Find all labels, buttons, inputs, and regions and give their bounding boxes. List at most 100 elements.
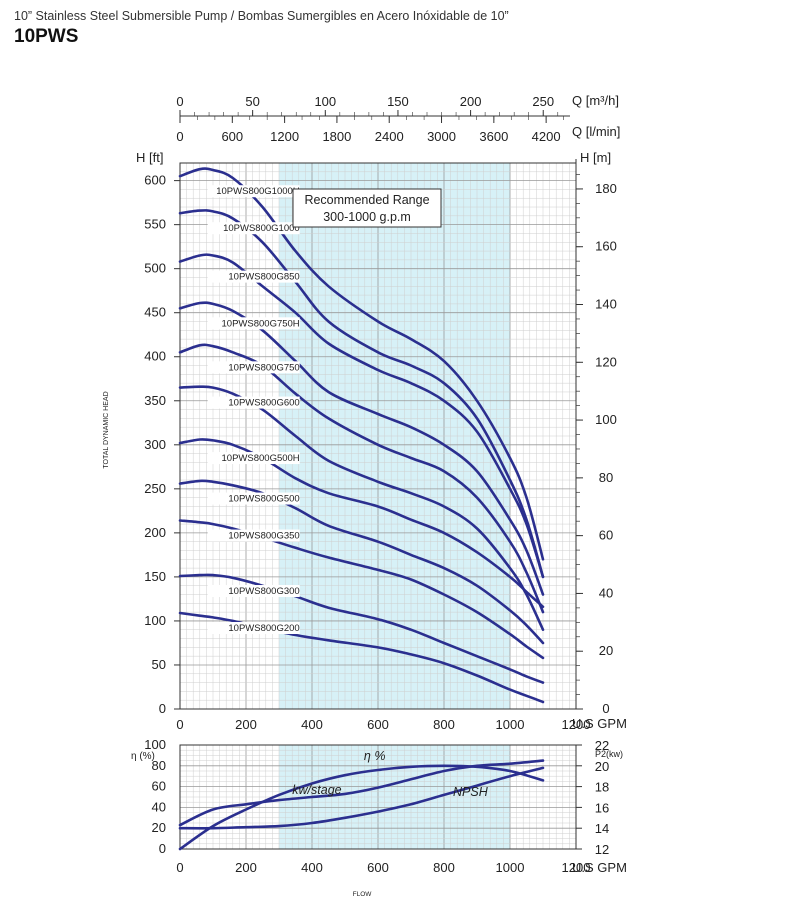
y-tick-label: 200 (144, 525, 166, 540)
top-axis-2-tick-label: 600 (221, 129, 243, 144)
model-name: 10PWS (14, 26, 79, 47)
x-tick-label: 800 (433, 717, 455, 732)
top-axis-2-tick-label: 4200 (532, 129, 561, 144)
eff-x-tick-label: 200 (235, 860, 257, 875)
eff-y2-tick-label: 16 (595, 800, 609, 815)
curve-10pws800g200 (178, 611, 545, 704)
page-title: 10” Stainless Steel Submersible Pump / B… (14, 9, 509, 23)
eff-plot-frame (179, 744, 577, 850)
x-tick-label: 0 (176, 717, 183, 732)
eff-y2-tick-label: 22 (595, 738, 609, 753)
curve-label: 10PWS800G350 (228, 531, 299, 542)
recommended-range-label: Recommended Range (304, 193, 429, 207)
eff-x-tick-label: 0 (176, 860, 183, 875)
curve-label: 10PWS800G200 (228, 623, 299, 634)
top-axis-lmin: 0 600 1200 1800 2400 3000 3600 4200 (176, 116, 564, 144)
eff-curve (178, 764, 545, 851)
top-axis-2-label: Q [l/min] (572, 124, 620, 139)
x-tick-label: 200 (235, 717, 257, 732)
y2-tick-label: 100 (595, 412, 617, 427)
y-tick-label: 100 (144, 613, 166, 628)
y-axis-left-unit: H [ft] (136, 150, 163, 165)
top-axis-1-tick-label: 250 (532, 94, 554, 109)
curve-label: 10PWS800G500 (228, 494, 299, 505)
y2-tick-label: 120 (595, 354, 617, 369)
x-tick-label: 1200 (562, 717, 591, 732)
curve-10pws800g350 (178, 519, 545, 660)
eff-y2-tick-label: 12 (595, 842, 609, 857)
top-axis-2-tick-label: 1200 (270, 129, 299, 144)
eff-x-tick-label: 600 (367, 860, 389, 875)
curve-10pws800g300 (178, 573, 545, 684)
x-tick-label: 400 (301, 717, 323, 732)
curve-label-backdrop (207, 452, 300, 465)
y-tick-label: 300 (144, 437, 166, 452)
y-tick-label: 350 (144, 393, 166, 408)
curve-10pws800g1000h (178, 167, 545, 561)
y2-tick-label: 60 (599, 528, 613, 543)
top-axis-1-tick-label: 50 (245, 94, 259, 109)
curve-label-backdrop (207, 396, 300, 409)
curve-label: 10PWS800G500H (222, 453, 300, 464)
top-axis-2-tick-label: 3600 (479, 129, 508, 144)
eff-y-tick-label: 0 (159, 841, 166, 856)
y2-tick-label: 160 (595, 239, 617, 254)
y-tick-label: 0 (159, 701, 166, 716)
top-axis-m3h: 0 50 100 150 200 250 (176, 94, 570, 117)
y-axis-right-unit: H [m] (580, 150, 611, 165)
curve-label-backdrop (207, 185, 300, 198)
top-axis-2-tick-label: 0 (176, 129, 183, 144)
y2-tick-label: 180 (595, 181, 617, 196)
top-axis-1-tick-label: 150 (387, 94, 409, 109)
top-axis-1-tick-label: 200 (460, 94, 482, 109)
eff-y-tick-label: 80 (152, 758, 166, 773)
y2-tick-label: 40 (599, 585, 613, 600)
y-axis-title: TOTAL DYNAMIC HEAD (103, 391, 110, 468)
curve-label: 10PWS800G600 (228, 398, 299, 409)
x-axis-title: FLOW (353, 891, 373, 898)
curve-10pws800g600 (178, 385, 545, 631)
curve-label-backdrop (207, 270, 300, 283)
top-axis-1-tick-label: 100 (314, 94, 336, 109)
eff-curve (178, 759, 545, 827)
curve-10pws800g500h (178, 438, 545, 609)
eff-x-tick-label: 800 (433, 860, 455, 875)
x-unit-label-main: U.S GPM (572, 716, 627, 731)
y-tick-label: 550 (144, 217, 166, 232)
eff-x-tick-label: 1200 (562, 860, 591, 875)
y-tick-label: 600 (144, 173, 166, 188)
curve-10pws800g500 (178, 479, 545, 645)
eff-right-axis-label: P2(kw) (595, 749, 623, 759)
curve-label: 10PWS800G750 (228, 362, 299, 373)
curve-label-backdrop (207, 222, 300, 235)
curve-label-backdrop (207, 317, 300, 330)
curve-label: 10PWS800G850 (228, 272, 299, 283)
x-unit-label-eff: U.S GPM (572, 860, 627, 875)
y2-tick-label: 0 (602, 701, 609, 716)
curve-label-backdrop (207, 529, 300, 542)
y-tick-label: 400 (144, 349, 166, 364)
eff-y-tick-label: 20 (152, 820, 166, 835)
curve-10pws800g750h (178, 301, 545, 596)
efficiency-chart: 0 20 40 60 80 100 12 14 16 18 20 22 0 200 400 600 800 100… (144, 737, 609, 875)
eff-y2-tick-label: 14 (595, 821, 609, 836)
head-chart: 0501001502002503003504004505005506000204… (144, 159, 617, 732)
curve-label: 10PWS800G300 (228, 586, 299, 597)
eff-curve-label: NPSH (453, 785, 489, 799)
eff-y2-tick-label: 18 (595, 780, 609, 795)
eff-y-tick-label: 40 (152, 799, 166, 814)
curve-10pws800g750 (178, 343, 545, 614)
recommended-range-value: 300-1000 g.p.m (323, 210, 411, 224)
top-axis-1-label: Q [m³/h] (572, 93, 619, 108)
eff-curve-label: kw/stage (292, 783, 341, 797)
eff-left-axis-label: η (%) (131, 751, 155, 762)
top-axis-2-tick-label: 2400 (375, 129, 404, 144)
curve-label-backdrop (207, 622, 300, 635)
top-axis-2-tick-label: 1800 (322, 129, 351, 144)
y2-tick-label: 140 (595, 297, 617, 312)
curve-10pws800g850 (178, 253, 545, 579)
eff-y2-tick-label: 20 (595, 759, 609, 774)
recommended-range-box: Recommended Range 300-1000 g.p.m (292, 188, 442, 228)
curve-label: 10PWS800G750H (222, 318, 300, 329)
